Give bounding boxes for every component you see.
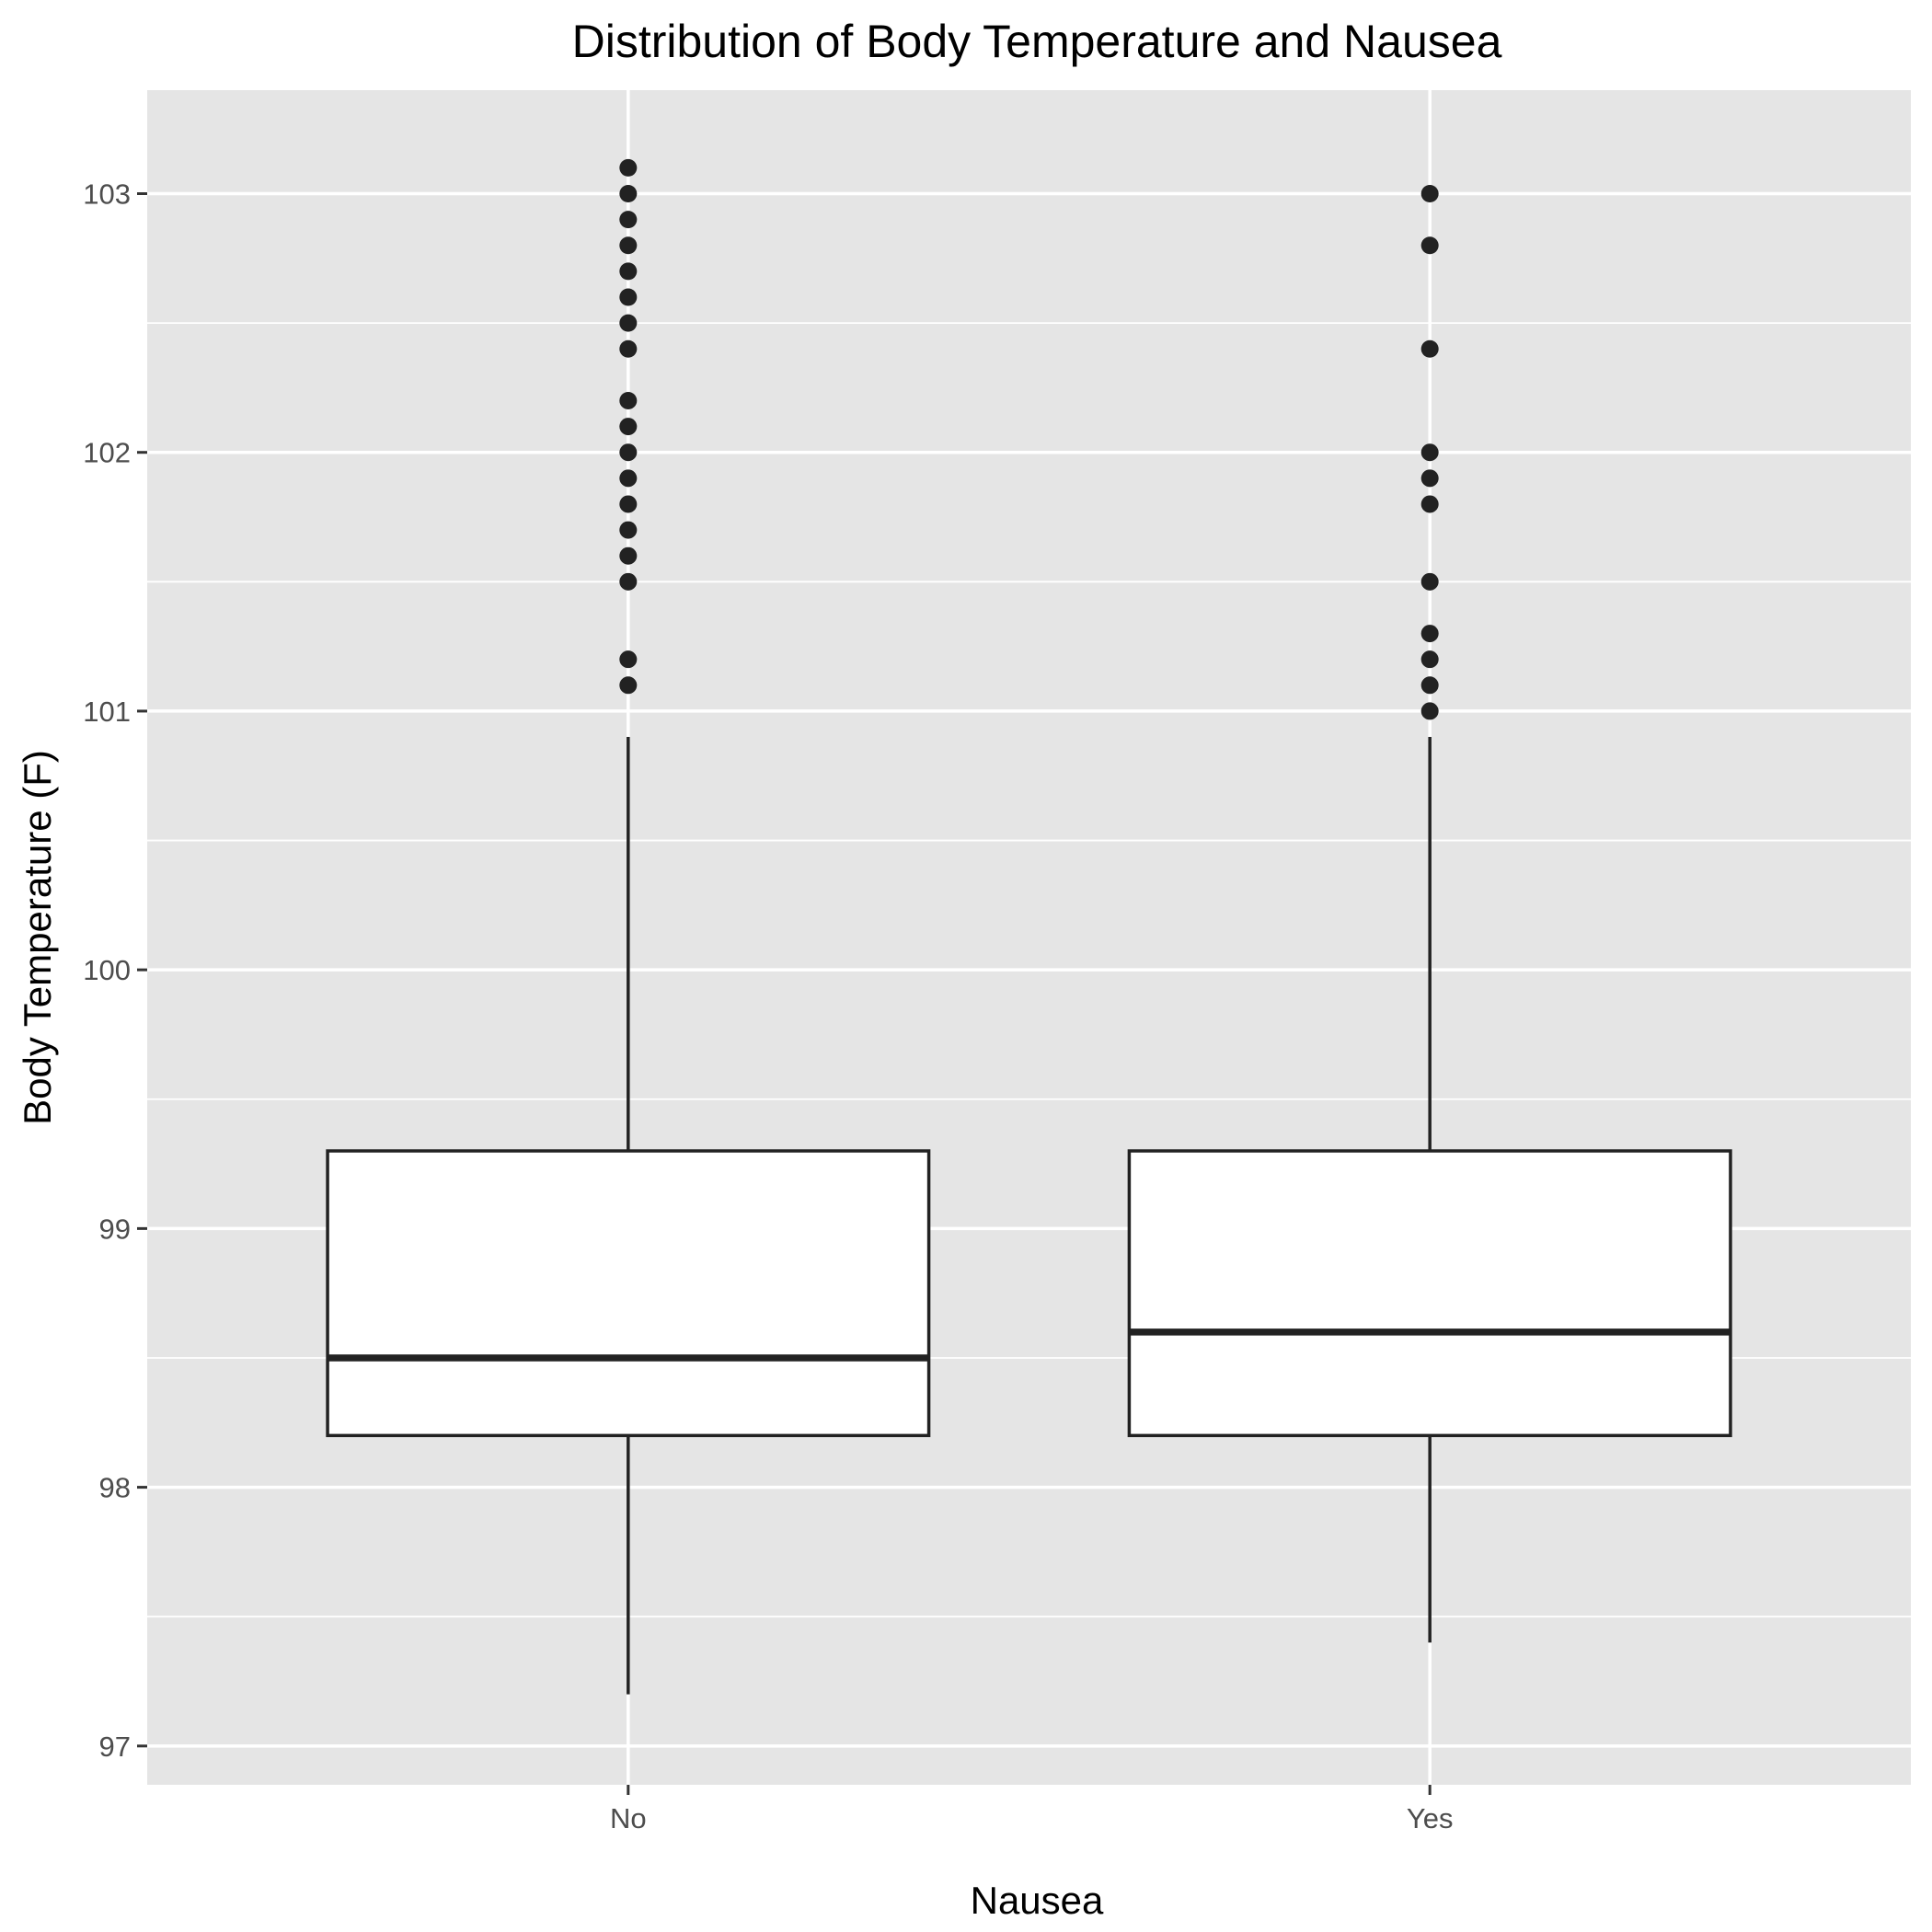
outlier-point	[619, 546, 638, 565]
outlier-point	[619, 572, 638, 591]
y-tick-label: 102	[83, 437, 131, 469]
box-yes	[1127, 184, 1732, 1643]
outlier-point	[619, 676, 638, 695]
outlier-point	[1420, 339, 1439, 358]
outlier-point	[1420, 625, 1439, 643]
y-axis-title: Body Temperature (F)	[16, 750, 59, 1125]
outlier-point	[619, 418, 638, 436]
y-tick-label: 98	[99, 1472, 131, 1504]
outlier-point	[1420, 676, 1439, 695]
outlier-point	[1420, 572, 1439, 591]
axes: 97 98 99 100 101 102 103 No Yes	[83, 178, 1453, 1834]
outlier-point	[619, 262, 638, 281]
outlier-point	[1420, 184, 1439, 202]
outlier-point	[1420, 650, 1439, 669]
outlier-point	[619, 391, 638, 409]
outlier-point	[1420, 495, 1439, 513]
x-tick-label: No	[610, 1802, 647, 1834]
y-tick-label: 100	[83, 954, 131, 986]
x-axis-title: Nausea	[971, 1879, 1104, 1922]
plot-panel	[147, 90, 1911, 1785]
outlier-point	[1420, 702, 1439, 720]
outlier-point	[619, 158, 638, 177]
box-no	[326, 158, 931, 1695]
y-tick-label: 101	[83, 696, 131, 728]
y-tick-label: 103	[83, 178, 131, 210]
outlier-point	[619, 184, 638, 202]
outlier-point	[619, 211, 638, 229]
outlier-point	[619, 314, 638, 332]
outlier-point	[619, 650, 638, 669]
outlier-point	[1420, 236, 1439, 255]
outlier-point	[619, 288, 638, 306]
y-tick-label: 97	[99, 1731, 131, 1763]
outlier-point	[619, 236, 638, 255]
x-tick-label: Yes	[1407, 1802, 1454, 1834]
outlier-point	[1420, 469, 1439, 488]
outlier-point	[619, 495, 638, 513]
interquartile-box	[326, 1149, 931, 1438]
outlier-point	[619, 469, 638, 488]
y-tick-label: 99	[99, 1213, 131, 1245]
chart-title: Distribution of Body Temperature and Nau…	[572, 16, 1502, 67]
interquartile-box	[1127, 1149, 1732, 1438]
outlier-point	[619, 339, 638, 358]
outlier-point	[619, 443, 638, 462]
outlier-point	[1420, 443, 1439, 462]
box-series	[326, 158, 1732, 1695]
outlier-point	[619, 521, 638, 539]
